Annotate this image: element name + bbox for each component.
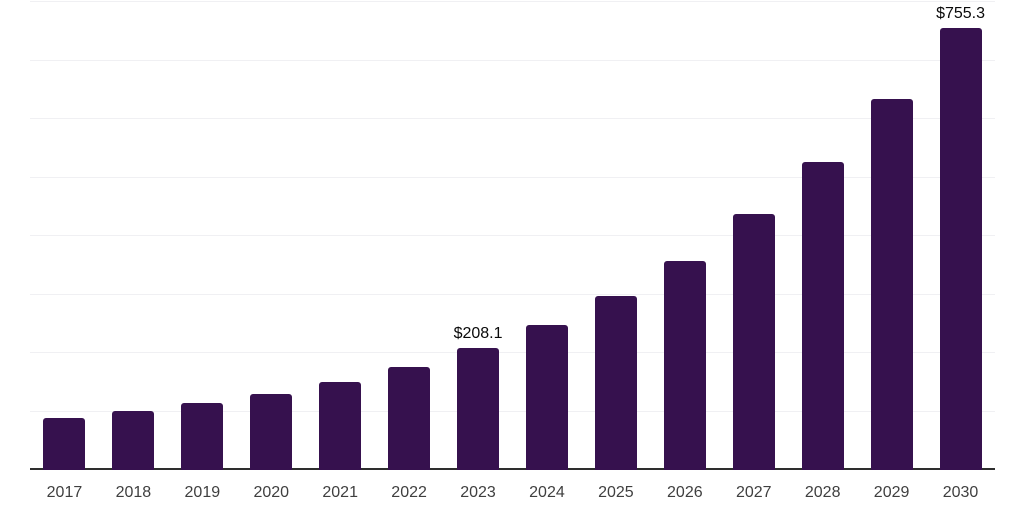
x-tick-2028: 2028 — [804, 484, 841, 501]
x-axis-labels: 2017 2018 2019 2020 2021 2022 2023 2024 2025 2026… — [30, 483, 995, 503]
bar-2025 — [594, 295, 637, 470]
gridline-100 — [30, 410, 995, 412]
x-tick-2029: 2029 — [873, 484, 910, 501]
x-tick-2026: 2026 — [667, 484, 703, 501]
bar-2023 — [457, 348, 500, 470]
value-label-2023: $208.1 — [453, 325, 503, 343]
x-tick-2030: 2030 — [942, 484, 979, 501]
x-tick-2019: 2019 — [184, 484, 221, 501]
gridline-600 — [30, 118, 995, 119]
gridline-700 — [30, 59, 995, 61]
bar-2024 — [525, 324, 568, 470]
x-tick-2022: 2022 — [391, 484, 427, 501]
x-tick-2017: 2017 — [46, 484, 83, 501]
bar-2026 — [663, 260, 706, 470]
x-tick-2018: 2018 — [115, 484, 152, 501]
gridline-300 — [30, 293, 995, 295]
bar-2019 — [181, 403, 224, 470]
gridline-400 — [30, 235, 995, 236]
bar-2017 — [43, 418, 86, 470]
x-tick-2025: 2025 — [598, 484, 634, 501]
gridline-200 — [30, 352, 995, 353]
bar-2018 — [112, 410, 155, 470]
x-tick-2023: 2023 — [460, 484, 496, 501]
x-tick-2020: 2020 — [253, 484, 290, 501]
gridline-800 — [30, 1, 995, 2]
bar-2027 — [732, 214, 775, 470]
x-tick-2021: 2021 — [322, 484, 358, 501]
x-axis-line — [30, 468, 995, 470]
bar-2022 — [388, 367, 431, 470]
bar-2021 — [319, 382, 362, 470]
bar-2028 — [801, 162, 844, 470]
bar-2029 — [870, 99, 913, 470]
value-label-2030: $755.3 — [936, 5, 985, 23]
x-tick-2027: 2027 — [735, 484, 772, 501]
plot-area: $208.1 $755.3 — [30, 1, 995, 470]
bar-2030 — [939, 28, 982, 470]
bar-2020 — [250, 393, 293, 470]
x-tick-2024: 2024 — [529, 484, 565, 501]
gridline-500 — [30, 176, 995, 178]
